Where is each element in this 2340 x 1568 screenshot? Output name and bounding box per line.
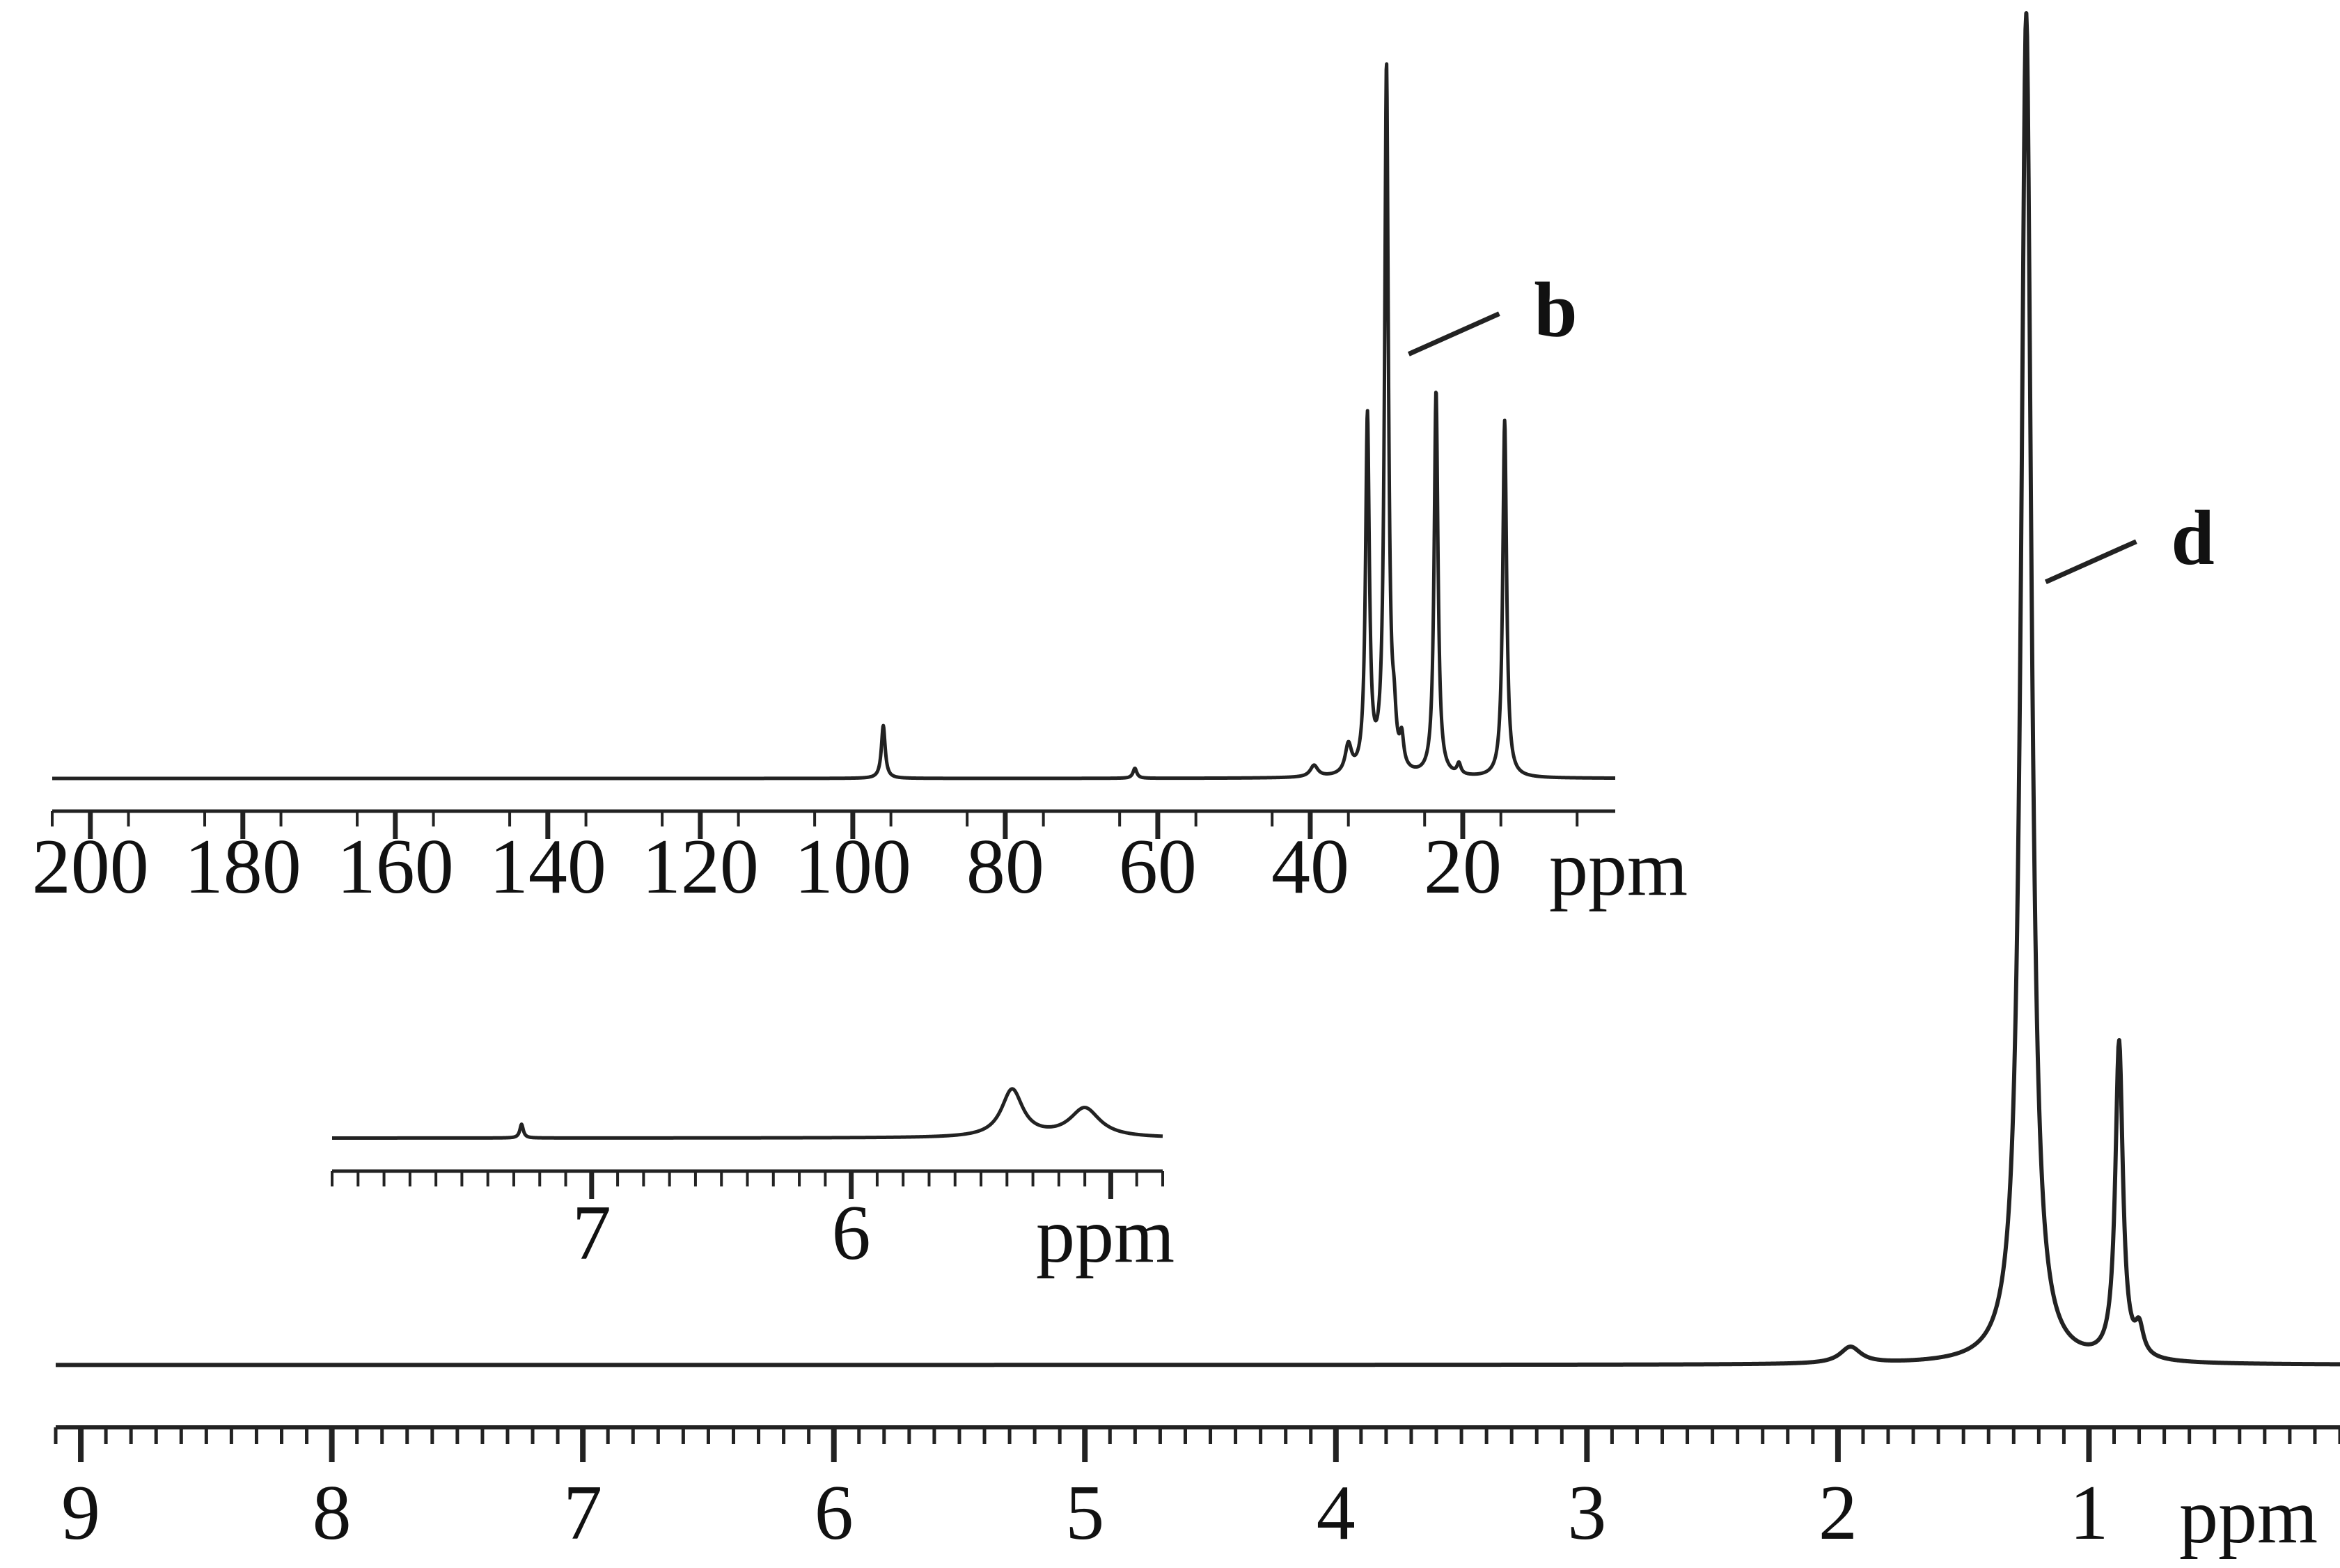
main-tick-label: 5 [1065,1470,1104,1556]
main-spectrum: 9 8 7 6 5 4 3 2 1 ppm d [54,10,2340,1560]
inset-13c-annotation-label: b [1534,267,1577,354]
inset-13c-tick-label: 140 [489,824,606,910]
main-tick-label: 1 [2069,1470,2108,1556]
inset-1h-zoom-tick-label: 6 [832,1190,871,1276]
inset-13c-tick-label: 160 [337,824,454,910]
main-tick-label: 4 [1317,1470,1356,1556]
main-unit-label: ppm [2179,1473,2318,1560]
main-tick-label: 2 [1819,1470,1858,1556]
inset-13c-tick-label: 60 [1119,824,1197,910]
inset-13c-tick-label: 80 [966,824,1044,910]
main-annotation-leader [2044,539,2137,584]
main-tick-label: 9 [61,1470,100,1556]
main-tick-label: 7 [563,1470,602,1556]
inset-13c-unit-label: ppm [1549,826,1688,912]
inset-13c-spectrum: 200 180 160 140 120 100 80 60 40 20 ppm b [32,62,1688,912]
inset-13c-annotation-leader [1407,311,1500,356]
inset-13c-tick-label: 120 [642,824,759,910]
main-tick-label: 6 [815,1470,854,1556]
main-trace [54,10,2340,1367]
inset-13c-tick-label: 180 [184,824,301,910]
inset-13c-tick-label: 100 [794,824,911,910]
main-tick-label: 8 [313,1470,352,1556]
inset-1h-zoom-spectrum: 7 6 ppm [331,1087,1175,1279]
inset-1h-zoom-trace [331,1087,1164,1140]
inset-1h-zoom-unit-label: ppm [1036,1193,1175,1279]
inset-13c-tick-label: 200 [32,824,149,910]
inset-13c-trace [51,62,1617,781]
inset-1h-zoom-tick-label: 7 [572,1190,611,1276]
main-annotation-label: d [2171,495,2214,581]
main-tick-label: 3 [1567,1470,1606,1556]
inset-13c-tick-label: 20 [1424,824,1502,910]
inset-13c-tick-label: 40 [1271,824,1349,910]
